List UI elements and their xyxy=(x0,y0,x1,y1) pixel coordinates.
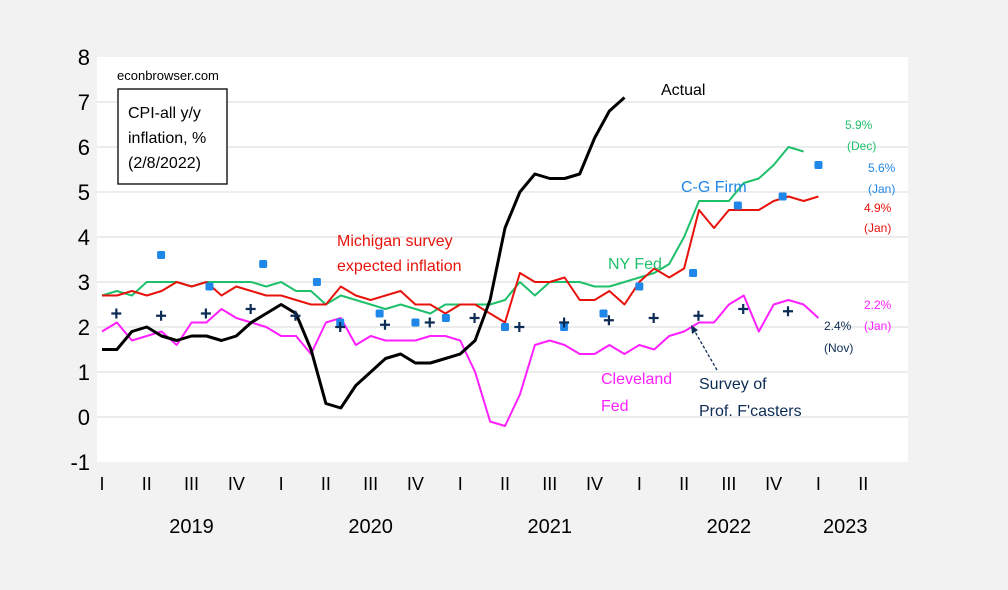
end-label-cleveland-2: (Jan) xyxy=(864,319,891,333)
series-line-michigan xyxy=(102,195,819,324)
y-tick-label: 5 xyxy=(78,180,90,205)
x-tick-label: I xyxy=(637,474,642,494)
y-axis: -1 0 1 2 3 4 5 6 7 8 xyxy=(70,45,90,475)
marker-cgfirm xyxy=(411,318,420,327)
x-tick-label: III xyxy=(184,474,199,494)
marker-spf xyxy=(693,310,704,321)
marker-cgfirm xyxy=(259,260,268,268)
x-tick-label: II xyxy=(500,474,510,494)
end-label-michigan-2: (Jan) xyxy=(864,221,891,235)
marker-spf xyxy=(424,317,435,328)
y-tick-label: 4 xyxy=(78,225,90,250)
x-tick-label: I xyxy=(279,474,284,494)
x-tick-label: III xyxy=(721,474,736,494)
marker-spf xyxy=(738,304,749,314)
y-tick-label: 7 xyxy=(78,90,90,115)
marker-cgfirm xyxy=(157,251,166,259)
title-line-3: (2/8/2022) xyxy=(128,155,201,172)
end-label-cleveland-1: 2.2% xyxy=(864,298,892,312)
title-box xyxy=(117,88,228,185)
marker-spf xyxy=(379,319,390,330)
marker-cgfirm xyxy=(501,323,509,331)
label-nyfed: NY Fed xyxy=(608,256,662,273)
spf-arrow-head xyxy=(691,325,698,334)
end-label-spf-2: (Nov) xyxy=(824,341,853,355)
x-tick-label: IV xyxy=(407,474,424,494)
label-cgfirm: C-G Firm xyxy=(681,179,747,196)
spf-arrow-line xyxy=(693,329,718,371)
end-label-nyfed-2: (Dec) xyxy=(847,139,876,153)
y-tick-label: 6 xyxy=(78,135,90,160)
marker-spf xyxy=(603,315,614,326)
label-spf-2: Prof. F'casters xyxy=(699,403,802,420)
marker-cgfirm xyxy=(814,161,823,169)
label-cleveland-2: Fed xyxy=(601,398,629,415)
y-tick-label: 8 xyxy=(78,45,90,70)
label-michigan-1: Michigan survey xyxy=(337,233,453,250)
label-michigan-2: expected inflation xyxy=(337,258,462,275)
marker-spf xyxy=(514,322,525,332)
marker-cgfirm xyxy=(205,282,214,291)
y-tick-label: 2 xyxy=(78,315,90,340)
x-tick-label: I xyxy=(99,474,104,494)
y-tick-label: 1 xyxy=(78,360,90,385)
marker-spf xyxy=(290,310,301,321)
end-label-michigan-1: 4.9% xyxy=(864,201,892,215)
series-line-actual xyxy=(102,96,626,410)
x-tick-label: II xyxy=(321,474,331,494)
series-line-cleveland xyxy=(101,294,820,427)
x-year-label: 2023 xyxy=(823,516,868,538)
x-year-label: 2021 xyxy=(528,516,573,538)
marker-spf xyxy=(200,308,211,319)
x-tick-label: II xyxy=(679,474,689,494)
x-year-label: 2020 xyxy=(348,516,393,538)
end-label-nyfed-1: 5.9% xyxy=(845,118,873,132)
x-tick-label: II xyxy=(858,474,868,494)
x-tick-label: IV xyxy=(586,474,603,494)
marker-spf xyxy=(559,317,570,328)
source-label: econbrowser.com xyxy=(117,68,219,83)
plot-area xyxy=(97,57,908,462)
label-cleveland-1: Cleveland xyxy=(601,371,672,388)
marker-spf xyxy=(111,308,122,319)
x-tick-label: I xyxy=(458,474,463,494)
series-line-nyfed xyxy=(101,146,804,315)
marker-cgfirm xyxy=(733,201,742,210)
y-tick-label: 3 xyxy=(78,270,90,295)
end-label-spf-1: 2.4% xyxy=(824,319,852,333)
marker-cgfirm xyxy=(778,192,787,201)
marker-spf xyxy=(335,322,346,332)
marker-cgfirm xyxy=(375,309,384,318)
marker-cgfirm xyxy=(312,278,321,286)
marker-spf xyxy=(245,304,256,314)
marker-spf xyxy=(469,313,480,323)
x-tick-label: III xyxy=(542,474,557,494)
title-line-1: CPI-all y/y xyxy=(128,105,201,122)
label-actual: Actual xyxy=(661,82,705,99)
x-tick-label: II xyxy=(142,474,152,494)
end-label-cgfirm-1: 5.6% xyxy=(868,161,896,175)
x-tick-label: IV xyxy=(228,474,245,494)
label-spf-1: Survey of xyxy=(699,376,767,393)
marker-spf xyxy=(782,306,793,317)
y-tick-label: 0 xyxy=(78,405,90,430)
x-tick-label: I xyxy=(816,474,821,494)
marker-spf xyxy=(648,313,659,323)
marker-cgfirm xyxy=(441,314,450,322)
marker-cgfirm xyxy=(599,309,608,318)
x-year-label: 2019 xyxy=(169,516,214,538)
marker-cgfirm xyxy=(689,269,698,277)
marker-cgfirm xyxy=(635,282,644,291)
x-tick-label: IV xyxy=(765,474,782,494)
series-layer xyxy=(101,96,823,427)
marker-spf xyxy=(156,310,167,321)
title-line-2: inflation, % xyxy=(128,130,206,147)
y-tick-label: -1 xyxy=(70,450,90,475)
x-year-label: 2022 xyxy=(707,516,752,538)
x-tick-label: III xyxy=(363,474,378,494)
end-label-cgfirm-2: (Jan) xyxy=(868,182,895,196)
